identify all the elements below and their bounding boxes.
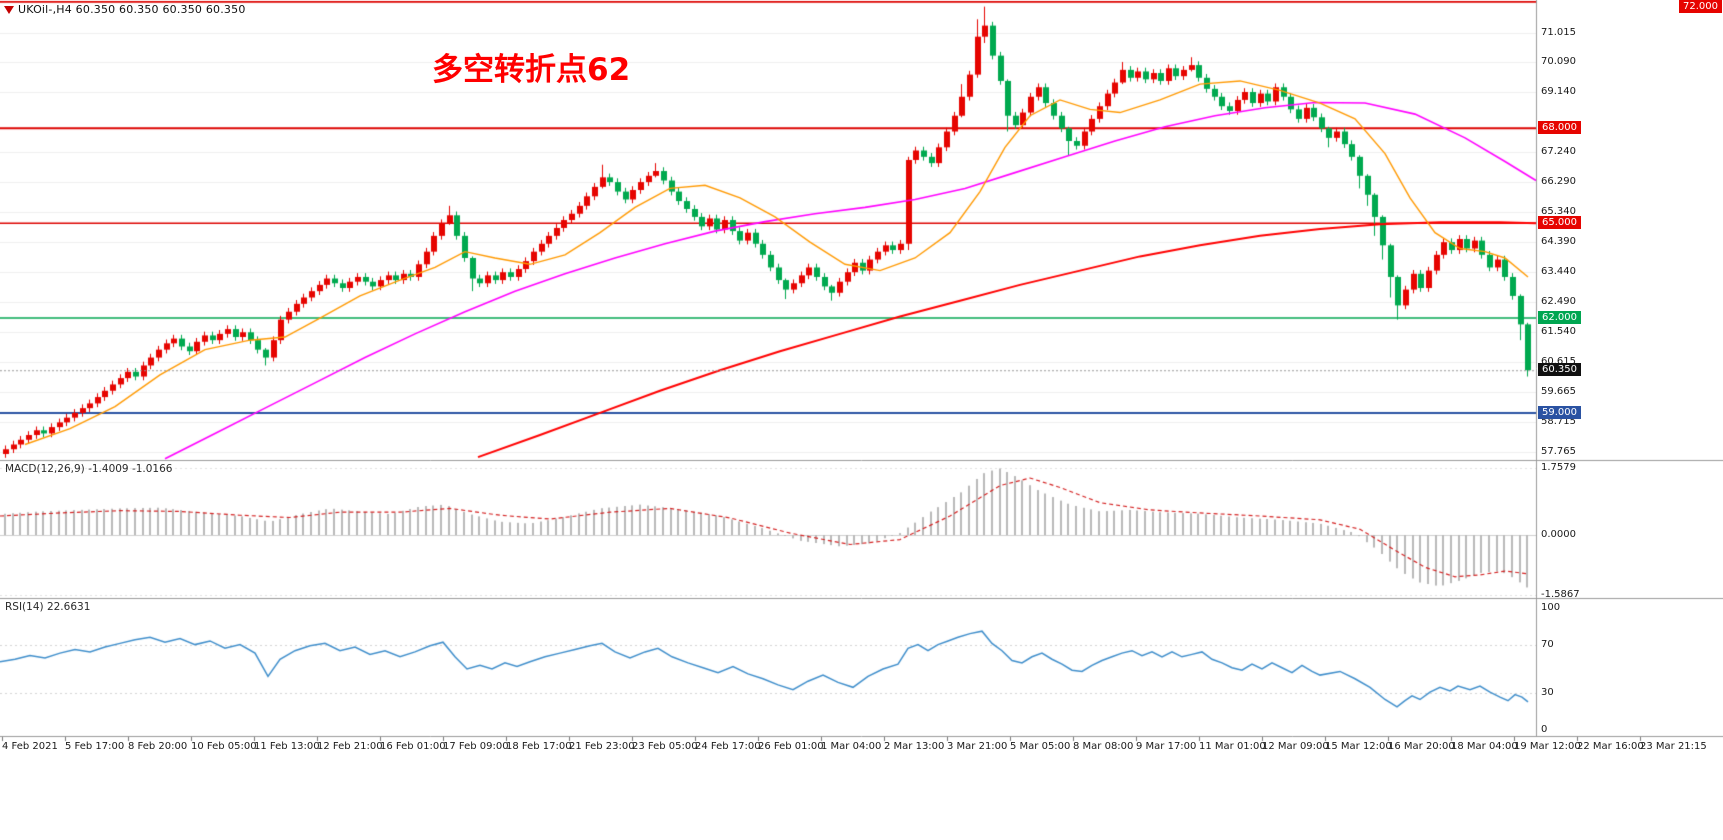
macd-indicator-label: MACD(12,26,9) -1.4009 -1.0166 xyxy=(5,463,173,475)
time-axis-label: 18 Feb 17:00 xyxy=(506,741,572,752)
time-axis-label: 19 Mar 12:00 xyxy=(1514,741,1581,752)
rsi-tick-label: 0 xyxy=(1541,724,1548,735)
price-tick-label: 64.390 xyxy=(1541,236,1576,247)
price-badge-72.000[interactable]: 72.000 xyxy=(1679,0,1722,13)
symbol-marker-icon xyxy=(4,6,14,14)
rsi-tick-label: 30 xyxy=(1541,687,1554,698)
time-axis-label: 15 Mar 12:00 xyxy=(1325,741,1392,752)
price-tick-label: 60.615 xyxy=(1541,356,1576,367)
chart-annotation[interactable]: 多空转折点62 xyxy=(432,52,631,88)
macd-tick-label: 1.7579 xyxy=(1541,462,1576,473)
time-axis-label: 1 Mar 04:00 xyxy=(821,741,882,752)
time-axis-label: 22 Mar 16:00 xyxy=(1577,741,1644,752)
rsi-indicator-label: RSI(14) 22.6631 xyxy=(5,601,91,613)
price-badge-60.350: 60.350 xyxy=(1538,363,1581,376)
symbol-ohlc-header: UKOil-,H4 60.350 60.350 60.350 60.350 xyxy=(18,3,246,16)
time-axis-label: 8 Mar 08:00 xyxy=(1073,741,1134,752)
price-tick-label: 71.015 xyxy=(1541,27,1576,38)
price-tick-label: 62.490 xyxy=(1541,296,1576,307)
price-tick-label: 70.090 xyxy=(1541,56,1576,67)
rsi-tick-label: 100 xyxy=(1541,602,1561,613)
price-chart-canvas[interactable] xyxy=(0,0,1723,742)
price-tick-label: 58.715 xyxy=(1541,416,1576,427)
time-axis-label: 5 Feb 17:00 xyxy=(65,741,125,752)
macd-tick-label: 0.0000 xyxy=(1541,529,1576,540)
price-tick-label: 63.440 xyxy=(1541,266,1576,277)
time-axis-label: 3 Mar 21:00 xyxy=(947,741,1008,752)
time-axis-label: 16 Mar 20:00 xyxy=(1388,741,1455,752)
price-tick-label: 66.290 xyxy=(1541,176,1576,187)
price-tick-label: 59.665 xyxy=(1541,386,1576,397)
price-badge-62.000[interactable]: 62.000 xyxy=(1538,311,1581,324)
time-axis-label: 23 Feb 05:00 xyxy=(632,741,698,752)
time-axis-label: 10 Feb 05:00 xyxy=(191,741,257,752)
time-axis-label: 12 Mar 09:00 xyxy=(1262,741,1329,752)
time-axis-label: 11 Feb 13:00 xyxy=(254,741,320,752)
price-tick-label: 69.140 xyxy=(1541,86,1576,97)
macd-tick-label: -1.5867 xyxy=(1541,589,1580,600)
time-axis-label: 12 Feb 21:00 xyxy=(317,741,383,752)
time-axis-label: 11 Mar 01:00 xyxy=(1199,741,1266,752)
rsi-tick-label: 70 xyxy=(1541,639,1554,650)
price-tick-label: 67.240 xyxy=(1541,146,1576,157)
time-axis-label: 2 Mar 13:00 xyxy=(884,741,945,752)
time-axis-label: 26 Feb 01:00 xyxy=(758,741,824,752)
price-tick-label: 65.340 xyxy=(1541,206,1576,217)
time-axis-label: 24 Feb 17:00 xyxy=(695,741,761,752)
time-axis-label: 21 Feb 23:00 xyxy=(569,741,635,752)
time-axis-label: 16 Feb 01:00 xyxy=(380,741,446,752)
time-axis-label: 17 Feb 09:00 xyxy=(443,741,509,752)
time-axis-label: 18 Mar 04:00 xyxy=(1451,741,1518,752)
time-axis-label: 8 Feb 20:00 xyxy=(128,741,188,752)
price-tick-label: 61.540 xyxy=(1541,326,1576,337)
price-badge-59.000[interactable]: 59.000 xyxy=(1538,406,1581,419)
time-axis-label: 5 Mar 05:00 xyxy=(1010,741,1071,752)
time-axis-label: 4 Feb 2021 xyxy=(2,741,58,752)
time-axis-label: 23 Mar 21:15 xyxy=(1640,741,1707,752)
price-badge-68.000[interactable]: 68.000 xyxy=(1538,121,1581,134)
price-badge-65.000[interactable]: 65.000 xyxy=(1538,216,1581,229)
price-tick-label: 57.765 xyxy=(1541,446,1576,457)
time-axis-label: 9 Mar 17:00 xyxy=(1136,741,1197,752)
